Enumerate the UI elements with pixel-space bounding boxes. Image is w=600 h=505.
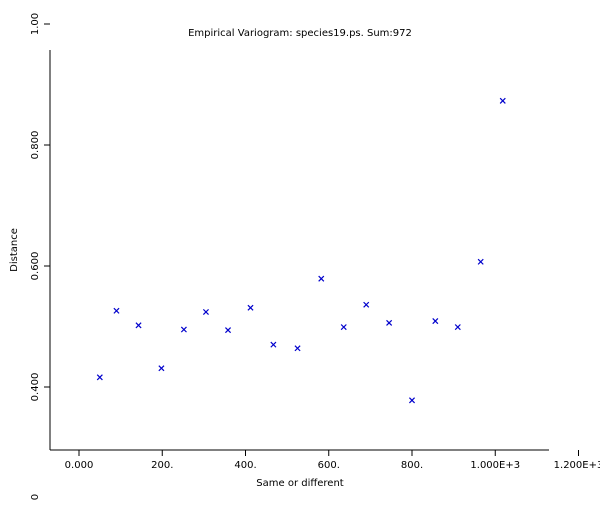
x-axis-label: Same or different (256, 478, 344, 489)
data-point-0 (96, 374, 103, 381)
x-tick-label-3: 600. (318, 460, 340, 471)
data-point-13 (386, 319, 393, 326)
y-tick-label-3: 1.00 (30, 13, 41, 35)
x-tick-label-2: 400. (234, 460, 256, 471)
x-tick-label-0: 0.000 (65, 460, 94, 471)
data-point-3 (158, 365, 165, 372)
data-point-15 (432, 318, 439, 325)
x-tick-label-5: 1.000E+3 (470, 460, 520, 471)
chart-title: Empirical Variogram: species19.ps. Sum:9… (188, 28, 412, 39)
data-point-14 (408, 397, 416, 404)
data-point-9 (294, 345, 301, 352)
y-ticks: 0.400 0.600 0.800 1.00 (30, 13, 50, 401)
data-point-1 (113, 307, 120, 314)
x-tick-label-4: 800. (401, 460, 423, 471)
data-point-5 (202, 308, 209, 316)
corner-label: 0 (30, 494, 41, 500)
data-point-7 (247, 304, 254, 311)
y-tick-label-0: 0.400 (30, 373, 41, 402)
x-tick-label-1: 200. (151, 460, 173, 471)
data-point-4 (180, 326, 187, 333)
data-point-10 (318, 275, 325, 282)
data-point-12 (363, 301, 370, 308)
y-axis-label: Distance (9, 228, 20, 272)
data-point-8 (270, 341, 277, 348)
data-point-11 (340, 324, 347, 331)
y-tick-label-1: 0.600 (30, 252, 41, 281)
x-tick-label-6: 1.200E+3 (554, 460, 600, 471)
data-point-2 (135, 322, 142, 329)
data-point-17 (477, 258, 484, 265)
x-ticks: 0.000 200. 400. 600. 800. 1.000E+3 1.200E+3 (65, 450, 600, 471)
y-tick-label-2: 0.800 (30, 131, 41, 160)
data-point-18 (499, 97, 506, 104)
data-point-16 (454, 324, 461, 331)
data-point-6 (224, 327, 232, 334)
data-points (96, 97, 506, 404)
